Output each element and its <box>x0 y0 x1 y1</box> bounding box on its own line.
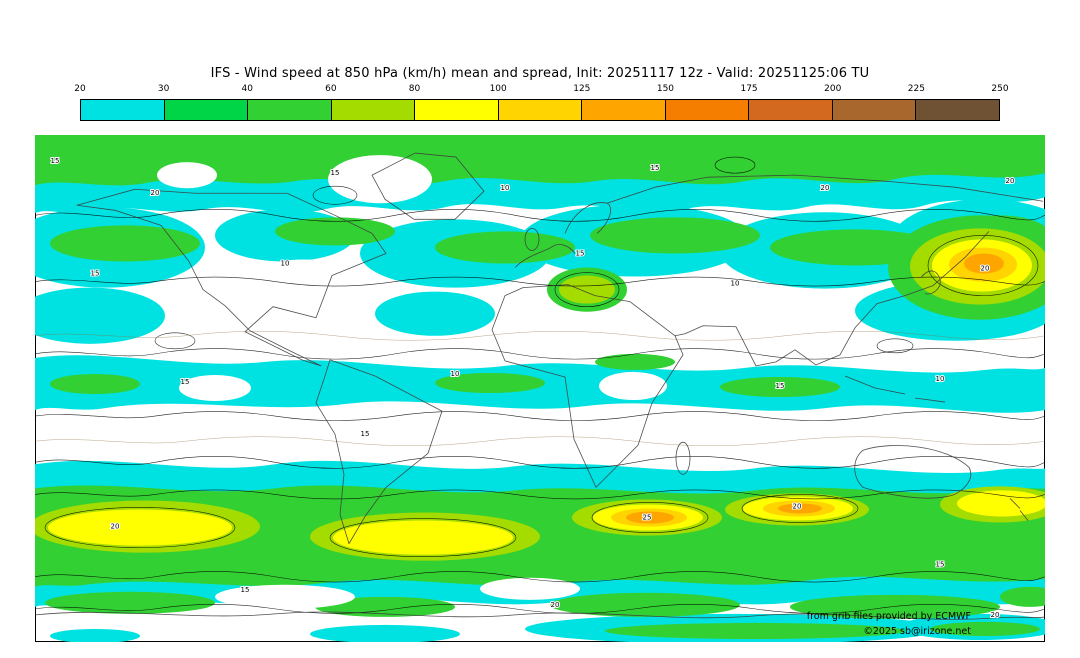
contour-label-20: 20 <box>991 610 1000 619</box>
colorbar-ticks: 20 30 40 60 80 100 125 150 175 200 225 250 <box>74 84 1008 96</box>
colorbar-tick-150: 150 <box>656 84 675 94</box>
colorbar-segment-125-150 <box>581 100 665 120</box>
colorbar-tick-225: 225 <box>907 84 925 94</box>
colorbar-tick-40: 40 <box>241 84 253 94</box>
colorbar-segment-60-80 <box>330 100 415 120</box>
colorbar-tick-30: 30 <box>157 84 170 94</box>
contour-label-10: 10 <box>731 279 740 288</box>
colorbar-segment-175-200 <box>748 100 832 120</box>
contour-label-20: 20 <box>1006 176 1015 185</box>
colorbar-tick-125: 125 <box>573 84 591 94</box>
contour-label-15: 15 <box>181 377 190 386</box>
contour-label-15: 15 <box>331 168 340 177</box>
contour-label-20: 20 <box>821 183 830 192</box>
contour-label-15: 15 <box>361 429 370 438</box>
attribution-ecmwf: from grib files provided by ECMWF <box>806 611 971 622</box>
contour-label-15: 15 <box>936 560 945 569</box>
colorbar-tick-60: 60 <box>325 84 337 94</box>
colorbar-segment-20-30 <box>81 100 164 120</box>
contour-label-10: 10 <box>936 374 945 383</box>
colorbar-bar <box>80 99 1000 121</box>
colorbar-tick-250: 250 <box>991 84 1009 94</box>
contour-label-15: 15 <box>651 163 660 172</box>
colorbar-segment-200-225 <box>831 100 916 120</box>
contour-label-20: 20 <box>981 264 990 273</box>
contour-label-10: 10 <box>281 259 290 268</box>
contour-label-20: 20 <box>551 600 560 609</box>
colorbar-segment-30-40 <box>163 100 248 120</box>
colorbar-tick-100: 100 <box>489 84 507 94</box>
contour-label-20: 20 <box>151 188 160 197</box>
contour-label-15: 15 <box>776 381 785 390</box>
attribution-copyright: ©2025 sb@irizone.net <box>863 626 971 637</box>
fill-layer-orange <box>626 253 1004 524</box>
colorbar-segment-225-250 <box>915 100 1000 120</box>
world-map: 15 20 15 10 15 20 20 15 10 15 10 20 15 10 15 10 15 20 25 20… <box>35 135 1045 642</box>
contour-label-15: 15 <box>91 269 100 278</box>
colorbar: 20 30 40 60 80 100 125 150 175 200 225 250 <box>74 84 1009 121</box>
colorbar-segment-100-125 <box>497 100 582 120</box>
map-svg: 15 20 15 10 15 20 20 15 10 15 10 20 15 10 15 10 15 20 25 20… <box>35 135 1045 642</box>
contour-label-25: 25 <box>643 513 652 522</box>
colorbar-tick-175: 175 <box>740 84 758 94</box>
secondary-contours-layer <box>35 331 1045 446</box>
contour-label-15: 15 <box>51 156 60 165</box>
colorbar-segment-40-60 <box>247 100 331 120</box>
contour-labels-layer: 15 20 15 10 15 20 20 15 10 15 10 20 15 10 15 10 15 20 25 20… <box>50 155 1016 620</box>
chart-title: IFS - Wind speed at 850 hPa (km/h) mean … <box>210 66 870 81</box>
contour-label-15: 15 <box>576 248 585 257</box>
colorbar-segment-80-100 <box>414 100 498 120</box>
coastlines-layer <box>35 152 1045 620</box>
contour-label-15: 15 <box>241 585 250 594</box>
colorbar-segment-150-175 <box>664 100 749 120</box>
colorbar-tick-20: 20 <box>74 84 86 94</box>
colorbar-tick-200: 200 <box>824 84 842 94</box>
fill-layer-white-gaps <box>157 155 667 609</box>
contour-label-20: 20 <box>793 501 802 510</box>
contour-label-10: 10 <box>451 369 460 378</box>
contour-label-20: 20 <box>111 522 120 531</box>
contour-label-10: 10 <box>501 183 510 192</box>
colorbar-tick-80: 80 <box>408 84 421 94</box>
